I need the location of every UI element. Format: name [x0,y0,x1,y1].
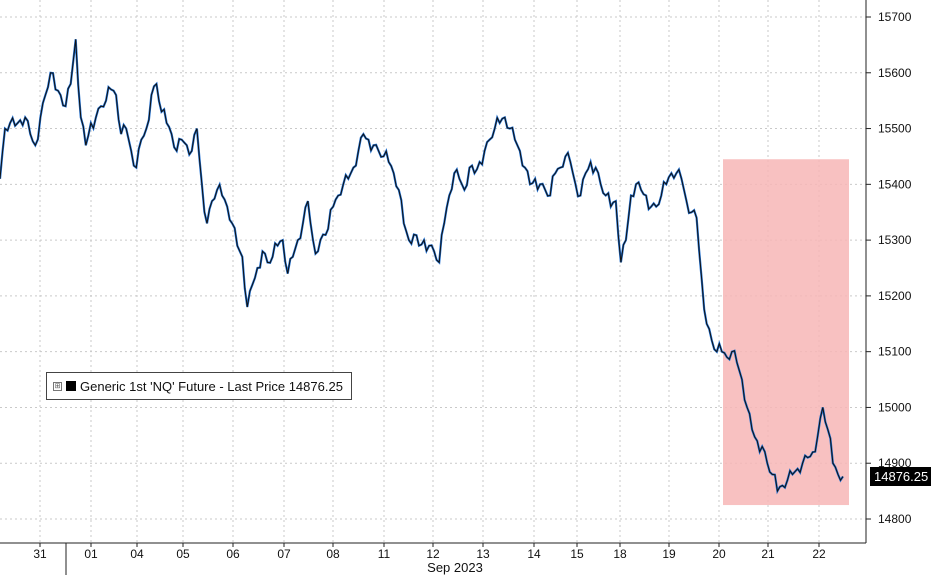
highlight-rect [723,159,849,506]
x-tick-label: 12 [426,547,440,561]
highlight-region [723,159,849,506]
series-line-blue [0,39,844,495]
expand-icon[interactable]: ⊞ [53,381,62,391]
x-tick-label: 22 [812,547,826,561]
x-tick-label: 04 [130,547,144,561]
y-tick-label: 15300 [878,233,912,247]
y-tick-label: 15600 [878,66,912,80]
series-swatch [66,381,76,391]
legend[interactable]: ⊞ Generic 1st 'NQ' Future - Last Price 1… [46,372,352,400]
x-tick-label: 14 [527,547,541,561]
x-tick-label: 13 [476,547,490,561]
series-lines [0,39,844,495]
x-tick-label: 01 [84,547,98,561]
y-tick-labels: 14800 14900 15000 15100 15200 15300 15400 15500… [866,10,912,526]
series-line-black [0,39,844,493]
y-tick-label: 15200 [878,289,912,303]
x-axis-label: Sep 2023 [427,560,483,575]
x-tick-label: 20 [712,547,726,561]
x-tick-label: 08 [326,547,340,561]
y-tick-label: 14800 [878,512,912,526]
y-tick-label: 15700 [878,10,912,24]
y-tick-label: 15100 [878,345,912,359]
x-tick-label: 07 [277,547,291,561]
y-tick-label: 15000 [878,400,912,414]
y-tick-label: 15400 [878,177,912,191]
x-tick-label: 05 [176,547,190,561]
x-tick-label: 15 [570,547,584,561]
x-tick-label: 06 [226,547,240,561]
last-price-tag: 14876.25 [870,467,931,486]
y-tick-label: 15500 [878,122,912,136]
x-tick-label: 19 [662,547,676,561]
x-tick-label: 11 [378,547,391,561]
y-tick-label: 14900 [878,456,912,470]
x-tick-label: 18 [613,547,627,561]
legend-label: Generic 1st 'NQ' Future - Last Price 148… [80,378,343,394]
x-tick-label: 31 [33,547,47,561]
x-tick-label: 21 [761,547,775,561]
x-tick-labels: 31 01 04 05 06 07 08 11 12 13 14 15 18 19 20 21 22 [33,543,826,561]
